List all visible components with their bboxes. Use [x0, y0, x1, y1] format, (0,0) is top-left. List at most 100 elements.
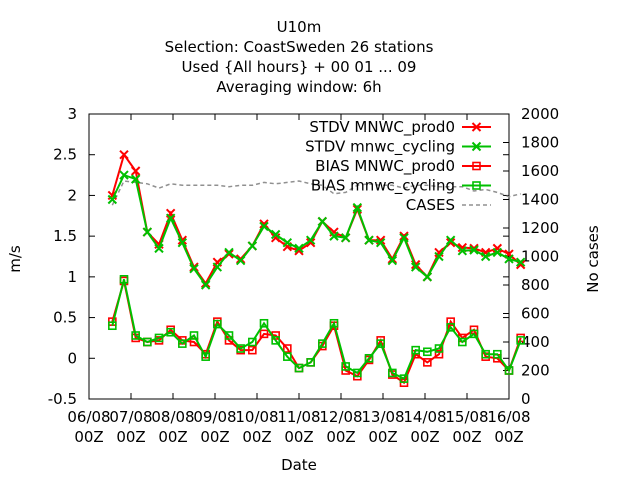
series-point	[399, 374, 409, 383]
series-point	[504, 254, 514, 264]
x-tick-label-date: 11/08	[277, 408, 320, 426]
series-point	[493, 349, 502, 359]
series-point	[259, 329, 269, 339]
x-tick-label-hour: 00Z	[326, 428, 355, 446]
series-point	[329, 231, 339, 241]
y2-tick-label: 1800	[521, 134, 559, 152]
series-point	[446, 323, 455, 332]
series-point	[178, 339, 187, 348]
series-bias-mnwc-cycling	[108, 274, 525, 383]
series-point	[457, 246, 468, 256]
series-point	[305, 235, 316, 245]
series-line	[111, 180, 521, 206]
series-point	[446, 317, 455, 326]
series-point	[471, 141, 482, 152]
chart-title-line: U10m	[277, 18, 322, 36]
series-point	[317, 216, 328, 227]
x-tick-label-date: 15/08	[445, 408, 488, 426]
x-tick-label-hour: 00Z	[452, 428, 481, 446]
series-point	[282, 237, 293, 248]
series-point	[434, 349, 444, 359]
series-point	[119, 150, 129, 160]
series-point	[423, 358, 432, 367]
x-tick-label-hour: 00Z	[368, 428, 397, 446]
series-point	[515, 257, 526, 267]
y2-tick-label: 0	[521, 390, 531, 408]
series-point	[212, 262, 223, 272]
x-tick-label-date: 08/08	[151, 408, 194, 426]
series-line	[111, 279, 522, 380]
series-point	[471, 122, 482, 132]
series-point	[329, 318, 339, 328]
chart-title: U10m Selection: CoastSweden 26 stations Us…	[165, 18, 434, 96]
x-tick-label-hour: 00Z	[116, 428, 145, 446]
x-tick-label-date: 16/08	[487, 408, 530, 426]
series-point	[472, 161, 481, 171]
series-point	[283, 352, 292, 361]
y-tick-label: 0.5	[53, 309, 77, 327]
y2-tick-label: 1600	[521, 162, 559, 180]
series-point	[236, 344, 245, 353]
series-point	[131, 331, 140, 340]
y-tick-label: 0	[67, 349, 77, 367]
series-point	[340, 233, 351, 243]
series-point	[411, 345, 420, 355]
series-point	[492, 247, 503, 258]
series-point	[294, 363, 304, 373]
y2-tick-label: 1200	[521, 219, 559, 237]
y2-tick-label: 800	[521, 276, 550, 294]
chart-title-line: Averaging window: 6h	[216, 78, 381, 96]
series-point	[259, 221, 269, 232]
series-point	[423, 347, 432, 357]
series-point	[306, 358, 315, 367]
x-tick-label-hour: 00Z	[158, 428, 187, 446]
series-point	[143, 337, 152, 347]
series-point	[189, 264, 199, 274]
y2-tick-label: 400	[521, 333, 550, 351]
y2-tick-label: 600	[521, 305, 550, 323]
series-point	[213, 319, 222, 329]
y-axis-label: m/s	[6, 245, 24, 273]
legend-label: CASES	[406, 196, 455, 214]
series-point	[108, 321, 117, 331]
series-point	[318, 339, 327, 348]
x-tick-label-date: 13/08	[361, 408, 404, 426]
series-point	[481, 349, 490, 359]
series-point	[283, 344, 292, 353]
legend-item: STDV mnwc_cycling	[305, 138, 491, 157]
series-point	[130, 166, 141, 176]
series-point	[388, 368, 397, 378]
x-tick-label-date: 14/08	[403, 408, 446, 426]
y-tick-label: 1	[67, 268, 77, 286]
legend-label: BIAS MNWC_prod0	[315, 157, 455, 176]
y2-tick-label: 200	[521, 362, 550, 380]
series-point	[270, 229, 281, 240]
x-tick-label-hour: 00Z	[242, 428, 271, 446]
series-point	[154, 333, 164, 343]
series-point	[247, 241, 258, 251]
x-tick-label-hour: 00Z	[284, 428, 313, 446]
y2-axis-label: No cases	[584, 225, 602, 293]
series-point	[201, 352, 210, 361]
x-tick-label-hour: 00Z	[494, 428, 523, 446]
y2-axis: 0 200 400 600 800 1000 1200 1400 1600 1800 2000	[503, 105, 559, 408]
series-point	[422, 272, 433, 282]
legend-item: BIAS mnwc_cycling	[311, 177, 491, 196]
chart-title-line: Selection: CoastSweden 26 stations	[165, 38, 434, 56]
series-point	[434, 251, 444, 262]
y-tick-label: -0.5	[48, 390, 77, 408]
series-point	[472, 181, 481, 190]
series-point	[410, 262, 421, 272]
legend-label: BIAS mnwc_cycling	[311, 177, 455, 196]
chart-title-line: Used {All hours} + 00 01 ... 09	[182, 58, 417, 76]
series-point	[341, 362, 350, 371]
y2-tick-label: 1400	[521, 191, 559, 209]
legend-item: BIAS MNWC_prod0	[315, 157, 491, 176]
series-point	[434, 344, 444, 353]
series-point	[200, 280, 211, 290]
series-point	[224, 247, 234, 258]
series-point	[469, 245, 479, 255]
x-tick-label-date: 07/08	[109, 408, 152, 426]
